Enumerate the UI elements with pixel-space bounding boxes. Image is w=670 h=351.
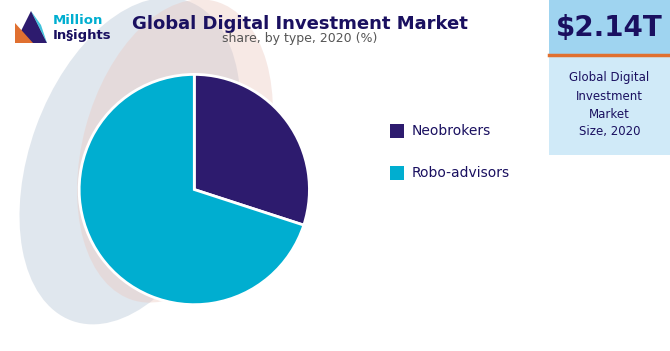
- Polygon shape: [15, 11, 47, 43]
- Wedge shape: [79, 74, 304, 305]
- Text: Neobrokers: Neobrokers: [412, 124, 491, 138]
- Ellipse shape: [19, 0, 241, 324]
- Text: share, by type, 2020 (%): share, by type, 2020 (%): [222, 32, 378, 45]
- Text: $2.14T: $2.14T: [556, 13, 663, 41]
- Text: Robo-advisors: Robo-advisors: [412, 166, 510, 180]
- Bar: [390, 124, 404, 138]
- Text: Global Digital
Investment
Market
Size, 2020: Global Digital Investment Market Size, 2…: [570, 72, 650, 139]
- Text: Global Digital Investment Market: Global Digital Investment Market: [132, 15, 468, 33]
- Polygon shape: [31, 11, 47, 43]
- Bar: [549, 0, 670, 55]
- Ellipse shape: [77, 0, 273, 303]
- Polygon shape: [15, 23, 33, 43]
- Text: In§ights: In§ights: [53, 28, 112, 41]
- Bar: [549, 55, 670, 155]
- Text: Million: Million: [53, 14, 103, 27]
- Bar: [390, 166, 404, 180]
- Wedge shape: [194, 74, 310, 225]
